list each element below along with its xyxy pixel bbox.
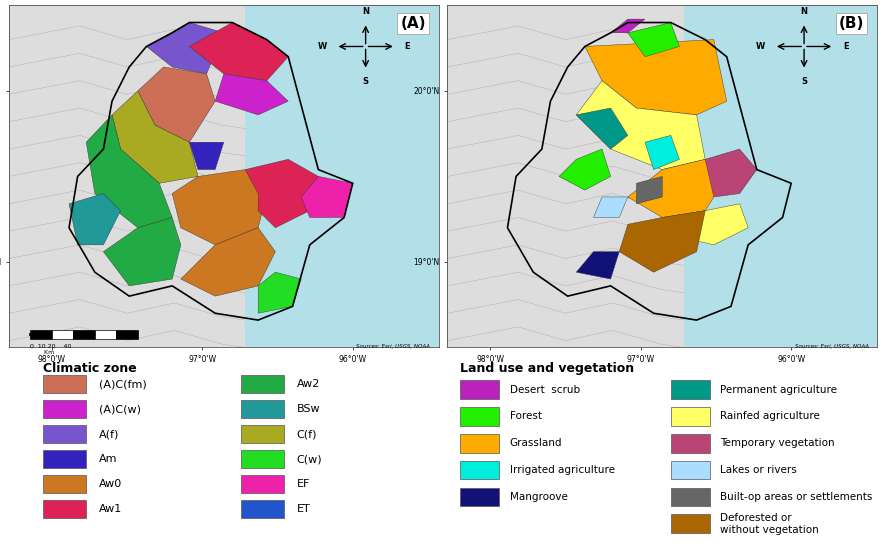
FancyBboxPatch shape (43, 400, 86, 418)
Text: Permanent agriculture: Permanent agriculture (720, 384, 837, 395)
Polygon shape (684, 204, 748, 245)
Text: BSw: BSw (297, 404, 321, 414)
FancyBboxPatch shape (43, 475, 86, 493)
Text: Am: Am (99, 454, 118, 464)
Polygon shape (181, 228, 276, 296)
Text: Mangroove: Mangroove (509, 492, 568, 502)
Polygon shape (190, 22, 288, 81)
Text: E: E (843, 42, 849, 51)
FancyBboxPatch shape (241, 375, 284, 393)
Text: Forest: Forest (509, 412, 541, 421)
Text: N: N (362, 7, 369, 16)
Text: N: N (801, 7, 807, 16)
Polygon shape (705, 149, 757, 197)
FancyBboxPatch shape (671, 461, 710, 479)
Text: Sources: Esri, USGS, NOAA: Sources: Esri, USGS, NOAA (795, 344, 868, 349)
Polygon shape (559, 149, 610, 190)
FancyBboxPatch shape (43, 500, 86, 518)
Polygon shape (447, 5, 684, 348)
FancyBboxPatch shape (671, 381, 710, 399)
Text: (A)C(fm): (A)C(fm) (99, 379, 147, 389)
Text: EF: EF (297, 479, 310, 489)
Text: Sources: Esri, USGS, NOAA: Sources: Esri, USGS, NOAA (356, 344, 430, 349)
Text: Deforested or
without vegetation: Deforested or without vegetation (720, 513, 819, 534)
Bar (74, 330, 95, 339)
Text: E: E (404, 42, 410, 51)
FancyBboxPatch shape (241, 400, 284, 418)
Polygon shape (215, 74, 288, 115)
Text: ET: ET (297, 504, 311, 514)
FancyBboxPatch shape (241, 475, 284, 493)
Text: S: S (362, 77, 369, 86)
Polygon shape (610, 19, 645, 33)
Bar (116, 330, 138, 339)
FancyBboxPatch shape (460, 488, 499, 506)
Text: W: W (318, 42, 327, 51)
Text: Aw0: Aw0 (99, 479, 122, 489)
Text: (A)C(w): (A)C(w) (99, 404, 141, 414)
FancyBboxPatch shape (43, 375, 86, 393)
Text: Desert  scrub: Desert scrub (509, 384, 579, 395)
Polygon shape (172, 169, 267, 245)
Text: Land use and vegetation: Land use and vegetation (460, 362, 634, 375)
Text: Grassland: Grassland (509, 438, 562, 449)
Polygon shape (645, 135, 680, 169)
Polygon shape (146, 22, 224, 74)
FancyBboxPatch shape (460, 461, 499, 479)
FancyBboxPatch shape (43, 450, 86, 468)
Polygon shape (576, 81, 705, 169)
Text: S: S (801, 77, 807, 86)
FancyBboxPatch shape (671, 434, 710, 452)
FancyBboxPatch shape (43, 425, 86, 443)
Text: Aw1: Aw1 (99, 504, 122, 514)
Polygon shape (594, 197, 628, 218)
FancyBboxPatch shape (671, 488, 710, 506)
Bar (30, 330, 52, 339)
Polygon shape (69, 193, 120, 245)
Text: 0  10 20    40
       Km: 0 10 20 40 Km (30, 344, 72, 355)
FancyBboxPatch shape (671, 514, 710, 533)
Text: C(w): C(w) (297, 454, 323, 464)
Polygon shape (112, 91, 198, 184)
Polygon shape (576, 108, 628, 149)
Polygon shape (86, 115, 172, 228)
Polygon shape (619, 211, 705, 272)
FancyBboxPatch shape (460, 407, 499, 426)
Polygon shape (684, 5, 877, 245)
Text: W: W (756, 42, 766, 51)
Text: Rainfed agriculture: Rainfed agriculture (720, 412, 820, 421)
Bar (52, 330, 74, 339)
FancyBboxPatch shape (460, 434, 499, 452)
Bar (95, 330, 116, 339)
FancyBboxPatch shape (241, 425, 284, 443)
Text: (B): (B) (839, 16, 864, 31)
Text: Lakes or rivers: Lakes or rivers (720, 465, 797, 475)
Polygon shape (585, 40, 727, 115)
Polygon shape (301, 176, 353, 218)
Polygon shape (245, 5, 439, 245)
Polygon shape (628, 159, 727, 218)
Polygon shape (9, 5, 245, 348)
Polygon shape (636, 176, 662, 204)
Polygon shape (190, 142, 224, 169)
Text: A(f): A(f) (99, 429, 120, 439)
Polygon shape (628, 22, 680, 56)
FancyBboxPatch shape (460, 381, 499, 399)
Text: C(f): C(f) (297, 429, 317, 439)
Polygon shape (245, 159, 318, 228)
Text: Climatic zone: Climatic zone (43, 362, 137, 375)
Text: Temporary vegetation: Temporary vegetation (720, 438, 835, 449)
Polygon shape (258, 272, 301, 313)
Text: Built-op areas or settlements: Built-op areas or settlements (720, 492, 873, 502)
FancyBboxPatch shape (241, 500, 284, 518)
Polygon shape (104, 218, 181, 286)
Text: Irrigated agriculture: Irrigated agriculture (509, 465, 615, 475)
FancyBboxPatch shape (671, 407, 710, 426)
Text: (A): (A) (400, 16, 426, 31)
Polygon shape (138, 67, 215, 142)
Text: Aw2: Aw2 (297, 379, 320, 389)
FancyBboxPatch shape (241, 450, 284, 468)
Polygon shape (576, 251, 619, 279)
